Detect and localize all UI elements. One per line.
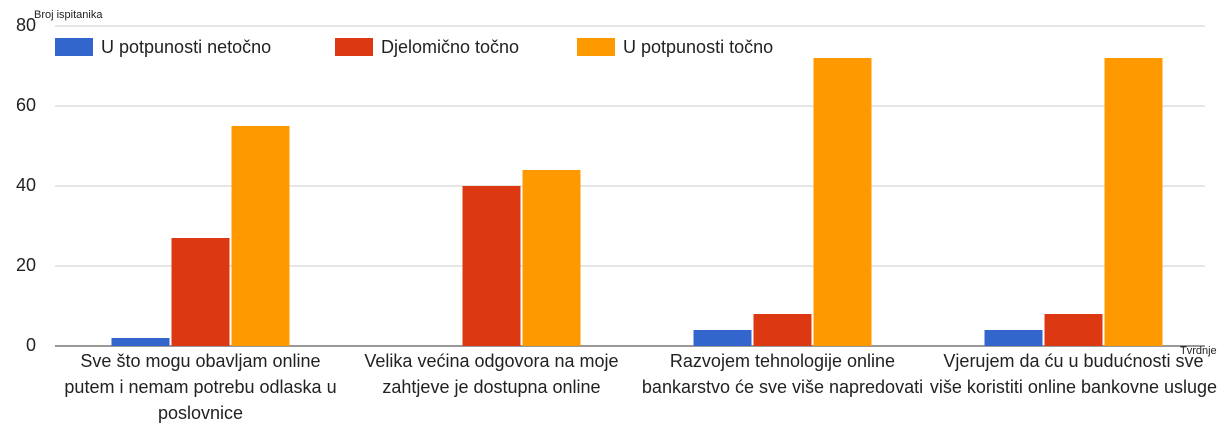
y-tick-label: 80 bbox=[16, 15, 36, 35]
bar bbox=[1045, 314, 1103, 346]
x-tick-label: Velika većina odgovora na moje zahtjeve … bbox=[347, 348, 637, 400]
legend-swatch bbox=[55, 38, 93, 56]
bar bbox=[754, 314, 812, 346]
y-tick-label: 0 bbox=[26, 335, 36, 355]
bar bbox=[985, 330, 1043, 346]
x-tick-label: Vjerujem da ću u budućnosti sve više kor… bbox=[929, 348, 1217, 400]
bar bbox=[1105, 58, 1163, 346]
y-tick-label: 60 bbox=[16, 95, 36, 115]
bar bbox=[232, 126, 290, 346]
legend-label: U potpunosti točno bbox=[623, 37, 773, 57]
bar bbox=[463, 186, 521, 346]
x-tick-label: Razvojem tehnologije online bankarstvo ć… bbox=[638, 348, 928, 400]
legend-swatch bbox=[577, 38, 615, 56]
legend-label: Djelomično točno bbox=[381, 37, 519, 57]
y-axis-label: Broj ispitanika bbox=[34, 9, 103, 21]
y-tick-label: 40 bbox=[16, 175, 36, 195]
bar bbox=[112, 338, 170, 346]
legend-swatch bbox=[335, 38, 373, 56]
bar bbox=[814, 58, 872, 346]
bar bbox=[523, 170, 581, 346]
bar bbox=[694, 330, 752, 346]
legend-label: U potpunosti netočno bbox=[101, 37, 271, 57]
bar bbox=[172, 238, 230, 346]
y-tick-label: 20 bbox=[16, 255, 36, 275]
x-tick-label: Sve što mogu obavljam online putem i nem… bbox=[56, 348, 346, 426]
